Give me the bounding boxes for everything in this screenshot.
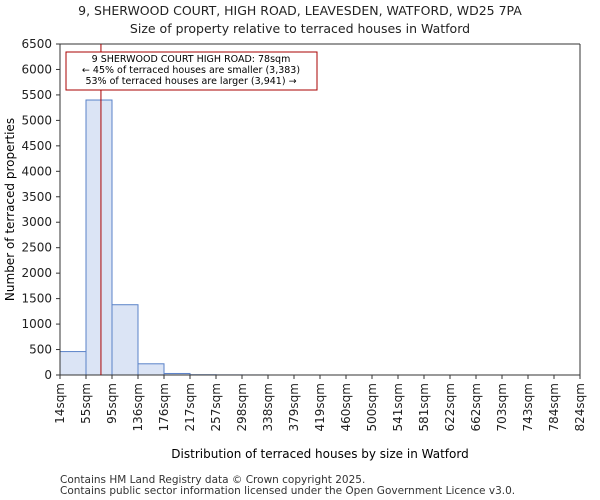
footer-line-1: Contains HM Land Registry data © Crown c…	[60, 474, 366, 486]
x-tick-label-784sqm: 784sqm	[547, 383, 561, 431]
x-tick-label-622sqm: 622sqm	[443, 383, 457, 431]
bars-group	[59, 99, 269, 376]
y-tick-label-0: 0	[44, 368, 52, 382]
y-tick-label-3000: 3000	[21, 215, 52, 229]
bar-136sqm	[137, 363, 165, 376]
y-tick-label-3500: 3500	[21, 190, 52, 204]
x-tick-label-581sqm: 581sqm	[417, 383, 431, 431]
histogram-chart: 0 500 1000 1500 2000 2500 3000 3500 4000 4500 5000…	[3, 37, 587, 461]
chart-subtitle: Size of property relative to terraced ho…	[129, 21, 471, 36]
y-tick-label-1500: 1500	[21, 292, 52, 306]
x-tick-label-500sqm: 500sqm	[365, 383, 379, 431]
x-tick-label-176sqm: 176sqm	[157, 383, 171, 431]
chart-title: 9, SHERWOOD COURT, HIGH ROAD, LEAVESDEN,…	[78, 3, 522, 18]
y-tick-label-2000: 2000	[21, 266, 52, 280]
y-tick-label-4500: 4500	[21, 139, 52, 153]
x-tick-label-14sqm: 14sqm	[53, 383, 67, 424]
x-tick-label-824sqm: 824sqm	[573, 383, 587, 431]
footer-line-2: Contains public sector information licen…	[60, 485, 516, 497]
annotation-line-1: 9 SHERWOOD COURT HIGH ROAD: 78sqm	[92, 54, 291, 65]
annotation-box: 9 SHERWOOD COURT HIGH ROAD: 78sqm ← 45% …	[65, 51, 318, 91]
x-tick-label-257sqm: 257sqm	[209, 383, 223, 431]
x-tick-label-55sqm: 55sqm	[79, 383, 93, 424]
y-tick-label-4000: 4000	[21, 164, 52, 178]
y-tick-label-1000: 1000	[21, 317, 52, 331]
bar-14sqm	[59, 351, 87, 376]
y-tick-label-500: 500	[29, 343, 52, 357]
x-tick-label-338sqm: 338sqm	[261, 383, 275, 431]
bar-95sqm	[111, 304, 139, 376]
y-tick-label-6000: 6000	[21, 62, 52, 76]
x-tick-label-298sqm: 298sqm	[235, 383, 249, 431]
x-tick-label-541sqm: 541sqm	[391, 383, 405, 431]
x-tick-label-217sqm: 217sqm	[183, 383, 197, 431]
x-tick-label-419sqm: 419sqm	[313, 383, 327, 431]
x-axis-label: Distribution of terraced houses by size …	[171, 447, 468, 461]
y-axis: 0 500 1000 1500 2000 2500 3000 3500 4000 4500 5000…	[21, 37, 581, 382]
annotation-border	[65, 51, 318, 91]
x-tick-label-95sqm: 95sqm	[105, 383, 119, 424]
y-tick-label-2500: 2500	[21, 241, 52, 255]
x-tick-label-136sqm: 136sqm	[131, 383, 145, 431]
bar-55sqm	[85, 99, 113, 376]
x-tick-label-743sqm: 743sqm	[521, 383, 535, 431]
y-tick-label-6500: 6500	[21, 37, 52, 51]
y-axis-label: Number of terraced properties	[3, 118, 17, 301]
annotation-line-3: 53% of terraced houses are larger (3,941…	[85, 76, 296, 87]
x-tick-label-379sqm: 379sqm	[287, 383, 301, 431]
y-tick-label-5000: 5000	[21, 113, 52, 127]
x-tick-label-662sqm: 662sqm	[469, 383, 483, 431]
x-axis: 14sqm 55sqm 95sqm 136sqm 176sqm 217sqm 257sqm 2…	[53, 374, 587, 431]
y-tick-label-5500: 5500	[21, 88, 52, 102]
annotation-line-2: ← 45% of terraced houses are smaller (3,…	[82, 65, 300, 76]
x-tick-label-460sqm: 460sqm	[339, 383, 353, 431]
x-tick-label-703sqm: 703sqm	[495, 383, 509, 431]
